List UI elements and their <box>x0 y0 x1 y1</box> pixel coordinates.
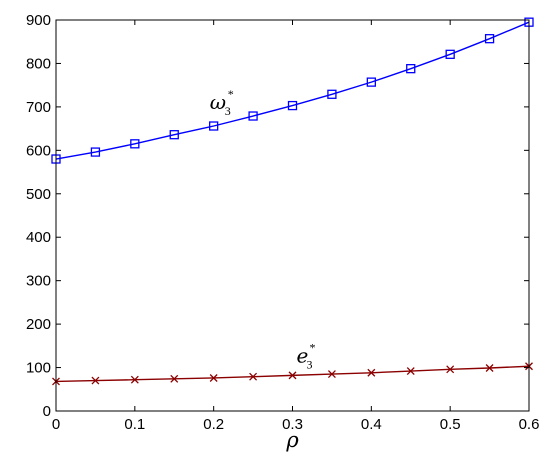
series-annotation: ω3 * <box>210 87 234 118</box>
y-tick-label: 500 <box>26 186 51 203</box>
y-tick-label: 700 <box>26 99 51 116</box>
annotation-subscript: 3 <box>306 357 312 371</box>
x-axis-ticks: 0 0.1 0.2 0.3 0.4 0.5 0.6 <box>52 20 540 433</box>
data-point-x <box>209 374 218 382</box>
y-tick-label: 100 <box>26 360 51 377</box>
data-point-x-stroke <box>288 371 297 380</box>
annotation-main: ω <box>210 90 226 114</box>
data-point-x <box>130 375 139 384</box>
data-point-x <box>170 374 179 383</box>
annotation-subscript: 3 <box>225 104 231 118</box>
data-point-x-stroke <box>485 364 494 372</box>
data-point-square <box>130 139 140 149</box>
data-point-x <box>406 367 415 375</box>
data-point-x-stroke <box>170 374 179 383</box>
data-point-x-stroke <box>327 370 336 379</box>
annotation-superscript: * <box>228 87 234 101</box>
data-point-square <box>248 111 258 121</box>
data-point-x <box>367 368 376 377</box>
data-point-square <box>287 100 298 111</box>
data-point-x <box>446 365 455 374</box>
series-line-1 <box>55 365 530 383</box>
series-annotation: e3 * <box>296 340 315 371</box>
annotation-superscript: * <box>309 340 315 354</box>
data-point-x-stroke <box>367 368 376 377</box>
data-point-square <box>90 147 101 157</box>
y-tick-label: 600 <box>26 142 51 159</box>
data-point-square <box>327 89 337 99</box>
data-point-x-stroke <box>91 376 100 385</box>
data-point-x-stroke <box>209 374 218 382</box>
data-point-square <box>209 121 219 131</box>
data-point-x <box>327 370 336 379</box>
data-point-x-stroke <box>130 375 139 384</box>
data-point-x <box>485 364 494 372</box>
data-point-square <box>366 77 376 87</box>
y-axis-ticks: 0 100 200 300 400 500 600 700 800 900 <box>26 12 529 420</box>
x-tick-label: 0.5 <box>440 416 461 433</box>
data-point-square <box>169 130 179 140</box>
data-point-square <box>406 64 416 74</box>
x-tick-label: 0.4 <box>361 416 382 433</box>
data-point-x <box>249 372 258 381</box>
y-tick-label: 900 <box>26 12 51 29</box>
x-tick-label: 0.2 <box>203 416 224 433</box>
x-tick-label: 0.1 <box>124 416 145 433</box>
y-tick-label: 400 <box>26 229 51 246</box>
plot-frame <box>55 19 530 412</box>
data-point-square <box>445 49 455 59</box>
data-point-x <box>91 376 100 385</box>
x-tick-label: 0.3 <box>282 416 303 433</box>
y-tick-label: 300 <box>26 273 51 290</box>
y-tick-label: 200 <box>26 316 51 333</box>
y-tick-label: 0 <box>43 403 51 420</box>
series-line-0 <box>55 21 530 160</box>
series-layer <box>51 17 534 386</box>
data-point-x-stroke <box>446 365 455 374</box>
x-tick-label: 0 <box>52 416 60 433</box>
y-tick-label: 800 <box>26 55 51 72</box>
data-point-square <box>484 34 495 44</box>
x-axis-label: ρ <box>285 428 299 452</box>
annotation-main: e <box>296 343 308 367</box>
data-point-x <box>288 371 297 380</box>
data-point-x-stroke <box>406 367 415 375</box>
annotations: ω3*e3* <box>210 87 316 371</box>
x-tick-label: 0.6 <box>519 416 540 433</box>
data-point-x-stroke <box>249 372 258 381</box>
